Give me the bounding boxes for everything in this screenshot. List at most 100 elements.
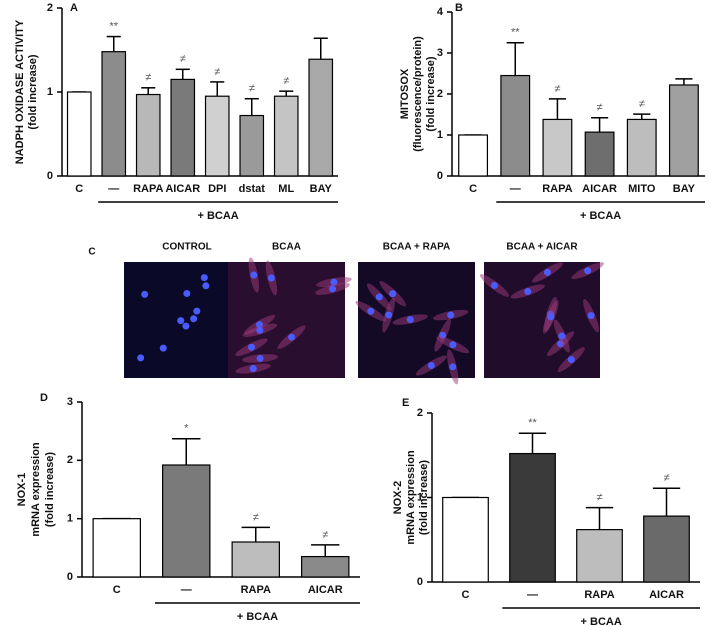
nucleus xyxy=(202,282,210,290)
bar xyxy=(542,118,573,177)
nucleus xyxy=(256,354,264,362)
y-axis-label: (fold increase) xyxy=(44,452,56,528)
y-tick-label: 1 xyxy=(437,129,443,141)
nucleus xyxy=(367,307,375,315)
nucleus xyxy=(248,343,256,351)
bar xyxy=(170,78,196,177)
y-tick-label: 0 xyxy=(47,170,53,182)
y-tick-label: 0 xyxy=(417,576,423,588)
nucleus xyxy=(256,326,264,334)
x-tick-label: ML xyxy=(278,183,294,195)
x-tick-label: RAPA xyxy=(241,584,271,596)
nucleus xyxy=(177,317,185,325)
y-tick-label: 2 xyxy=(417,407,423,419)
nucleus xyxy=(375,293,383,301)
nucleus xyxy=(267,274,275,282)
annotation: ≠ xyxy=(639,98,645,110)
nucleus xyxy=(389,290,397,298)
bar xyxy=(301,555,350,578)
y-tick-label: 3 xyxy=(67,396,73,408)
bar xyxy=(643,515,690,583)
annotation: ≠ xyxy=(253,511,259,523)
group-label: + BCAA xyxy=(580,210,621,222)
bar xyxy=(66,91,92,177)
bar xyxy=(668,84,699,177)
x-tick-label: — xyxy=(510,183,521,195)
x-tick-label: RAPA xyxy=(542,183,572,195)
nucleus xyxy=(543,268,551,276)
nucleus xyxy=(567,356,575,364)
bar xyxy=(308,58,334,177)
nucleus xyxy=(200,274,208,282)
nucleus xyxy=(587,312,595,320)
bar xyxy=(458,134,489,177)
bar xyxy=(584,131,615,177)
annotation: ≠ xyxy=(663,472,669,484)
bar xyxy=(273,95,299,177)
nucleus xyxy=(249,365,257,373)
y-tick-label: 3 xyxy=(437,47,443,59)
panel-label: B xyxy=(455,2,463,14)
nucleus xyxy=(385,311,393,319)
bar xyxy=(442,496,489,583)
panel-label: C xyxy=(88,247,95,258)
y-tick-label: 0 xyxy=(67,571,73,583)
bar xyxy=(162,464,211,578)
annotation: ≠ xyxy=(180,53,186,65)
bar xyxy=(92,518,141,578)
x-tick-label: AICAR xyxy=(582,183,617,195)
nucleus xyxy=(182,322,190,330)
x-tick-label: C xyxy=(469,183,477,195)
group-label: + BCAA xyxy=(197,210,238,222)
y-axis-label: NOX-1 xyxy=(16,473,28,507)
nucleus xyxy=(447,311,455,319)
y-tick-label: 4 xyxy=(437,6,444,18)
annotation: ≠ xyxy=(554,83,560,95)
x-tick-label: AICAR xyxy=(649,589,684,601)
annotation: * xyxy=(184,423,189,435)
x-tick-label: — xyxy=(527,589,538,601)
nucleus xyxy=(329,285,337,293)
y-axis-label: NADPH OXIDASE ACTIVITY xyxy=(14,19,26,164)
nucleus xyxy=(490,281,498,289)
y-axis-label: (fold increase) xyxy=(425,56,437,132)
nucleus xyxy=(190,315,198,323)
image-title: BCAA xyxy=(272,242,301,253)
group-label: + BCAA xyxy=(581,616,622,626)
nucleus xyxy=(141,290,149,298)
nucleus xyxy=(558,332,566,340)
nucleus xyxy=(584,267,592,275)
nucleus xyxy=(159,344,167,352)
bar xyxy=(626,118,657,177)
nucleus xyxy=(250,271,258,279)
y-axis-label: NOX-2 xyxy=(392,481,404,515)
group-label: + BCAA xyxy=(237,611,278,623)
y-tick-label: 1 xyxy=(67,513,73,525)
x-tick-label: — xyxy=(108,183,119,195)
x-tick-label: RAPA xyxy=(133,183,163,195)
bar xyxy=(101,51,127,177)
y-axis-label: (fluorescence/protein) xyxy=(412,36,424,152)
y-axis-label: (fold increase) xyxy=(27,54,39,130)
x-tick-label: — xyxy=(181,584,192,596)
nucleus xyxy=(449,341,457,349)
y-axis-label: mRNA expression xyxy=(405,450,417,545)
x-tick-label: BAY xyxy=(673,183,696,195)
annotation: ≠ xyxy=(145,72,151,84)
nucleus xyxy=(406,316,414,324)
panel-label: E xyxy=(402,397,409,409)
x-tick-label: BAY xyxy=(310,183,333,195)
y-tick-label: 0 xyxy=(437,170,443,182)
x-tick-label: C xyxy=(75,183,83,195)
y-tick-label: 2 xyxy=(67,454,73,466)
bar xyxy=(576,529,623,583)
annotation: ** xyxy=(109,20,118,32)
image-title: BCAA + AICAR xyxy=(506,242,578,253)
micrograph xyxy=(484,262,600,378)
bar xyxy=(204,95,230,177)
y-tick-label: 2 xyxy=(47,2,53,14)
x-tick-label: RAPA xyxy=(584,589,614,601)
annotation: ≠ xyxy=(322,529,328,541)
annotation: ** xyxy=(528,417,537,429)
